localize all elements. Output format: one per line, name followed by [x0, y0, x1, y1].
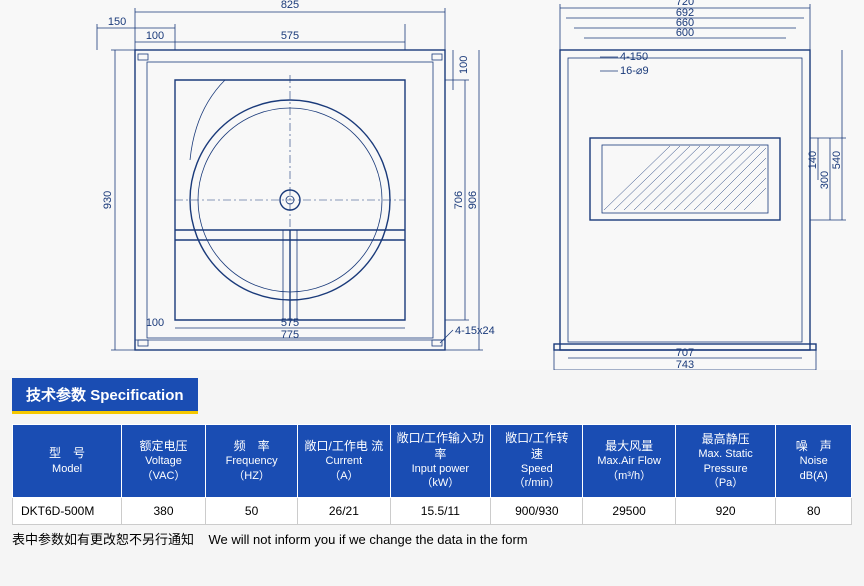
- footnote: 表中参数如有更改恕不另行通知 We will not inform you if…: [12, 529, 852, 548]
- cell-speed: 900/930: [491, 497, 583, 524]
- col-pressure: 最高静压Max. Static Pressure（Pa）: [675, 425, 776, 498]
- col-power: 敞口/工作输入功率Input power（kW）: [390, 425, 491, 498]
- col-speed: 敞口/工作转 速Speed（r/min）: [491, 425, 583, 498]
- col-model: 型 号Model: [13, 425, 122, 498]
- cell-airflow: 29500: [583, 497, 675, 524]
- technical-drawing: 825 150 100 575 100 706 906 930: [0, 0, 864, 370]
- dim-706: 706: [453, 191, 465, 209]
- dim-100-bot: 100: [146, 317, 164, 329]
- col-airflow: 最大风量Max.Air Flow（m³/h）: [583, 425, 675, 498]
- col-frequency: 频 率Frequency（HZ）: [205, 425, 297, 498]
- dim-hole: 16-⌀9: [620, 65, 649, 77]
- specification-section: 技术参数 Specification 型 号Model 额定电压Voltage（…: [0, 370, 864, 556]
- table-row: DKT6D-500M 380 50 26/21 15.5/11 900/930 …: [13, 497, 852, 524]
- cell-power: 15.5/11: [390, 497, 491, 524]
- dim-743: 743: [676, 359, 694, 370]
- dim-100-top: 100: [146, 30, 164, 42]
- dim-775: 775: [281, 329, 299, 341]
- dim-300: 300: [819, 171, 831, 189]
- cell-model: DKT6D-500M: [13, 497, 122, 524]
- dim-bolt: 4-15x24: [455, 325, 495, 337]
- dim-707: 707: [676, 347, 694, 359]
- spec-header-cn: 技术参数: [26, 387, 86, 404]
- table-header-row: 型 号Model 额定电压Voltage（VAC） 频 率Frequency（H…: [13, 425, 852, 498]
- cell-frequency: 50: [205, 497, 297, 524]
- dim-575-top: 575: [281, 30, 299, 42]
- cell-noise: 80: [776, 497, 852, 524]
- dim-600: 600: [676, 27, 694, 39]
- spec-header-en: Specification: [90, 387, 183, 404]
- col-voltage: 额定电压Voltage（VAC）: [122, 425, 206, 498]
- spec-table: 型 号Model 额定电压Voltage（VAC） 频 率Frequency（H…: [12, 424, 852, 525]
- cell-pressure: 920: [675, 497, 776, 524]
- dim-slot: 4-150: [620, 51, 648, 63]
- footnote-cn: 表中参数如有更改恕不另行通知: [12, 532, 194, 547]
- cell-current: 26/21: [298, 497, 390, 524]
- dim-575-bot: 575: [281, 317, 299, 329]
- footnote-en: We will not inform you if we change the …: [208, 532, 527, 547]
- dim-100-r: 100: [458, 56, 470, 74]
- col-current: 敞口/工作电 流Current（A）: [298, 425, 390, 498]
- dim-540: 540: [831, 151, 843, 169]
- dim-930: 930: [102, 191, 114, 209]
- col-noise: 噪 声NoisedB(A): [776, 425, 852, 498]
- spec-header: 技术参数 Specification: [12, 378, 198, 414]
- dim-150: 150: [108, 16, 126, 28]
- dim-906: 906: [467, 191, 479, 209]
- cell-voltage: 380: [122, 497, 206, 524]
- dim-140: 140: [807, 151, 819, 169]
- dim-825: 825: [281, 0, 299, 11]
